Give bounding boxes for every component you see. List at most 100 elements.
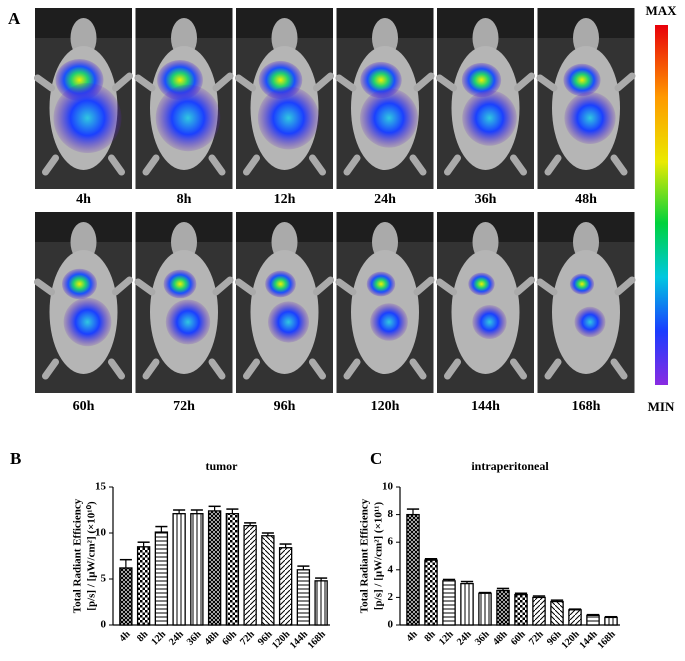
signal [564, 92, 616, 144]
x-tick-label: 120h [559, 629, 582, 652]
mouse-image: 96h [235, 212, 334, 414]
x-tick-label: 144h [577, 629, 600, 652]
bar [190, 513, 204, 626]
y-tick-label: 0 [101, 619, 107, 631]
y-tick-label: 10 [95, 527, 107, 539]
panel-label: C [370, 449, 382, 468]
mouse-image: 24h [335, 8, 435, 207]
chart-title: tumor [206, 459, 239, 473]
bar [296, 569, 311, 626]
color-scale [655, 25, 668, 385]
chart-title: intraperitoneal [471, 459, 549, 473]
mouse-limbs [134, 72, 234, 176]
mouse-limbs [335, 72, 435, 176]
scale-max: MAX [645, 3, 677, 18]
mouse-limbs [436, 72, 535, 176]
x-tick-label: 24h [455, 629, 474, 648]
time-label: 72h [173, 399, 195, 414]
time-label: 48h [575, 192, 597, 207]
bar [119, 567, 133, 626]
signal [563, 63, 601, 97]
mouse-image: 60h [34, 212, 133, 414]
bar [406, 513, 420, 626]
x-tick-label: 72h [527, 629, 546, 648]
signal [165, 299, 211, 345]
bar [154, 531, 169, 626]
y-tick-label: 4 [388, 563, 394, 575]
mouse-image: 12h [235, 8, 334, 207]
y-tick-label: 6 [388, 536, 394, 548]
time-label: 36h [475, 192, 497, 207]
mouse-image: 168h [536, 212, 636, 414]
signal [468, 272, 495, 296]
signal [265, 270, 296, 298]
y-tick-label: 10 [382, 481, 394, 493]
bar [314, 580, 328, 626]
bar [514, 593, 528, 626]
bar [278, 547, 293, 626]
time-label: 12h [274, 192, 296, 207]
mouse-image: 144h [436, 212, 535, 414]
bar [586, 614, 600, 626]
time-label: 96h [274, 399, 296, 414]
time-label: 144h [471, 399, 500, 414]
x-tick-label: 48h [491, 629, 510, 648]
x-tick-label: 8h [135, 629, 151, 645]
y-tick-label: 2 [388, 591, 394, 603]
time-label: 120h [371, 399, 400, 414]
mouse-limbs [536, 276, 636, 380]
mouse-image: 8h [134, 8, 234, 207]
y-axis-label: Total Radiant Efficiency [72, 498, 84, 613]
bar [460, 582, 474, 626]
x-tick-label: 168h [595, 629, 618, 652]
y-tick-label: 15 [95, 481, 107, 493]
mouse-image: 72h [134, 212, 234, 414]
y-tick-label: 5 [101, 573, 107, 585]
x-tick-label: 12h [437, 629, 456, 648]
y-tick-label: 8 [388, 508, 394, 520]
bar [172, 513, 186, 626]
signal [257, 86, 320, 150]
mouse-limbs [134, 276, 234, 380]
time-label: 4h [76, 192, 91, 207]
x-tick-label: 60h [220, 629, 239, 648]
bar [243, 524, 257, 626]
mouse-limbs [536, 72, 636, 176]
mouse-limbs [34, 72, 133, 176]
signal [366, 271, 396, 297]
bar [496, 589, 510, 626]
x-tick-label: 36h [473, 629, 492, 648]
time-label: 24h [374, 192, 396, 207]
signal [360, 88, 418, 148]
bar [136, 546, 151, 626]
signal [61, 268, 98, 300]
x-tick-label: 8h [422, 629, 438, 645]
y-axis-label: [p/s] / [μW/cm²] (×10¹¹) [373, 502, 385, 611]
mouse-limbs [436, 276, 535, 380]
signal [462, 90, 517, 146]
bar [225, 513, 240, 626]
time-label: 60h [73, 399, 95, 414]
bar [424, 559, 438, 626]
x-tick-label: 144h [288, 629, 311, 652]
mouse-limbs [34, 276, 133, 380]
mouse-limbs [235, 276, 334, 380]
mouse-image: 120h [335, 212, 435, 414]
image-panel: 4h 8h 12h 24h 36h 48h 60h 72h 96h 120h 144h 168h [34, 8, 636, 414]
scale-min: MIN [648, 399, 675, 414]
bar [207, 510, 222, 626]
signal [472, 305, 507, 339]
x-tick-label: 168h [306, 629, 329, 652]
x-tick-label: 4h [404, 629, 420, 645]
mouse-image: 36h [436, 8, 535, 207]
signal [574, 306, 606, 338]
x-tick-label: 72h [238, 629, 257, 648]
bar [568, 609, 582, 626]
bar [442, 580, 456, 626]
bar [261, 535, 275, 626]
y-axis-label: Total Radiant Efficiency [359, 498, 371, 613]
x-tick-label: 24h [167, 629, 186, 648]
